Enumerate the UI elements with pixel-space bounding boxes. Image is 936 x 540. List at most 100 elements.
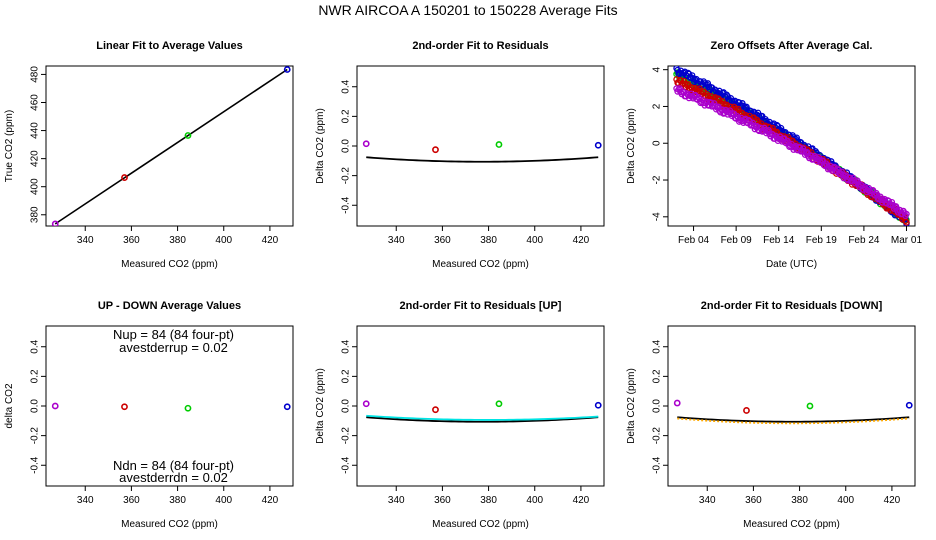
fit-curve-orange bbox=[677, 417, 910, 425]
x-tick-label: 340 bbox=[388, 235, 405, 246]
data-point-purple bbox=[51, 402, 59, 410]
data-point-green bbox=[495, 141, 503, 148]
y-tick-label: 440 bbox=[30, 122, 41, 139]
x-tick-label: Feb 04 bbox=[678, 235, 710, 246]
data-point-red bbox=[743, 407, 750, 414]
data-point-blue bbox=[283, 66, 291, 73]
plot-frame bbox=[45, 65, 294, 227]
data-point-purple bbox=[673, 399, 681, 407]
y-tick-label: 0.0 bbox=[652, 399, 663, 413]
x-axis-label: Measured CO2 (ppm) bbox=[743, 519, 840, 530]
x-axis-label: Measured CO2 (ppm) bbox=[121, 519, 218, 530]
series-point-blue bbox=[773, 121, 781, 129]
plot-area bbox=[362, 400, 602, 423]
series-point-purple bbox=[765, 126, 772, 134]
x-tick-label: 360 bbox=[123, 235, 140, 246]
data-point-red bbox=[121, 174, 128, 181]
x-tick-label: 360 bbox=[123, 495, 140, 506]
plot-title: Zero Offsets After Average Cal. bbox=[711, 40, 873, 52]
data-point-green bbox=[184, 132, 192, 139]
x-tick-label: 380 bbox=[169, 495, 186, 506]
series-point-purple bbox=[903, 210, 910, 218]
y-tick-label: 0.0 bbox=[341, 139, 352, 153]
data-point-red bbox=[432, 406, 439, 414]
y-tick-label: -0.2 bbox=[341, 427, 352, 445]
plot-title: 2nd-order Fit to Residuals [DOWN] bbox=[701, 300, 883, 312]
plot-area bbox=[51, 402, 291, 412]
x-tick-label: 420 bbox=[573, 235, 590, 246]
y-tick-label: 0.4 bbox=[341, 79, 352, 93]
data-point-green bbox=[495, 400, 503, 408]
annotation-avestderrup: avestderrup = 0.02 bbox=[119, 340, 228, 355]
data-point-blue bbox=[905, 401, 913, 409]
series-point-blue bbox=[777, 124, 785, 132]
x-tick-label: Feb 09 bbox=[721, 235, 753, 246]
y-tick-label: -0.4 bbox=[652, 456, 663, 474]
y-tick-label: -2 bbox=[652, 175, 663, 184]
y-tick-label: -0.4 bbox=[30, 456, 41, 474]
plot-p6: 2nd-order Fit to Residuals [DOWN] 340 360 3… bbox=[626, 300, 916, 530]
series-point-purple bbox=[854, 177, 861, 184]
x-tick-label: 360 bbox=[434, 495, 451, 506]
fit-curve-cyan bbox=[366, 414, 599, 421]
x-tick-label: 340 bbox=[77, 235, 94, 246]
y-tick-label: -0.2 bbox=[652, 427, 663, 445]
y-axis-label: Delta CO2 (ppm) bbox=[626, 108, 637, 184]
fit-curve-black bbox=[366, 156, 599, 163]
series-point-red bbox=[719, 98, 726, 105]
figure-title: NWR AIRCOA A 150201 to 150228 Average Fi… bbox=[318, 2, 618, 18]
series-point-blue bbox=[704, 80, 712, 87]
y-tick-label: 460 bbox=[30, 94, 41, 111]
x-tick-label: Feb 14 bbox=[763, 235, 795, 246]
plot-frame bbox=[667, 65, 916, 227]
plot-title: 2nd-order Fit to Residuals [UP] bbox=[400, 300, 562, 312]
fit-curve-black bbox=[366, 416, 599, 423]
plot-area bbox=[673, 66, 910, 226]
x-tick-label: 360 bbox=[434, 235, 451, 246]
plot-title: 2nd-order Fit to Residuals bbox=[412, 40, 548, 52]
x-tick-label: 380 bbox=[480, 495, 497, 506]
y-tick-label: 0.2 bbox=[341, 369, 352, 383]
x-tick-label: 380 bbox=[169, 235, 186, 246]
x-tick-label: 360 bbox=[745, 495, 762, 506]
data-point-green bbox=[184, 404, 192, 412]
series-point-purple bbox=[838, 168, 845, 176]
y-tick-label: -4 bbox=[652, 212, 663, 221]
x-tick-label: 400 bbox=[526, 235, 543, 246]
x-tick-label: 400 bbox=[837, 495, 854, 506]
y-axis-label: True CO2 (ppm) bbox=[4, 110, 15, 182]
y-axis-label: Delta CO2 (ppm) bbox=[315, 368, 326, 444]
series-point-blue bbox=[688, 72, 696, 79]
plot-p3: Zero Offsets After Average Cal. Feb 04 Feb… bbox=[626, 40, 922, 270]
plot-p5: 2nd-order Fit to Residuals [UP] 340 360 380… bbox=[315, 300, 605, 530]
y-tick-label: 0 bbox=[652, 140, 663, 146]
y-tick-label: 2 bbox=[652, 103, 663, 109]
data-point-blue bbox=[594, 401, 602, 409]
x-tick-label: 400 bbox=[215, 495, 232, 506]
plot-frame bbox=[356, 65, 605, 227]
y-tick-label: 0.2 bbox=[30, 369, 41, 383]
x-tick-label: Feb 24 bbox=[848, 235, 880, 246]
x-tick-label: 420 bbox=[573, 495, 590, 506]
plot-area bbox=[362, 140, 602, 163]
y-tick-label: 0.4 bbox=[652, 339, 663, 353]
y-tick-label: 0.0 bbox=[341, 399, 352, 413]
y-tick-label: 0.4 bbox=[341, 339, 352, 353]
data-point-purple bbox=[362, 140, 370, 148]
series-point-purple bbox=[749, 119, 757, 127]
plot-area bbox=[51, 66, 291, 226]
y-tick-label: 0.0 bbox=[30, 399, 41, 413]
x-axis-label: Measured CO2 (ppm) bbox=[432, 259, 529, 270]
y-tick-label: -0.4 bbox=[341, 196, 352, 214]
y-tick-label: 420 bbox=[30, 150, 41, 167]
y-axis-label: Delta CO2 (ppm) bbox=[315, 108, 326, 184]
annotation-nup: Nup = 84 (84 four-pt) bbox=[113, 327, 234, 342]
x-axis-label: Measured CO2 (ppm) bbox=[432, 519, 529, 530]
data-point-red bbox=[121, 403, 128, 411]
series-point-blue bbox=[743, 103, 750, 111]
annotation-avestderrdn: avestderrdn = 0.02 bbox=[119, 470, 228, 485]
y-tick-label: 400 bbox=[30, 178, 41, 195]
x-tick-label: 420 bbox=[884, 495, 901, 506]
y-axis-label: delta CO2 bbox=[4, 383, 15, 428]
